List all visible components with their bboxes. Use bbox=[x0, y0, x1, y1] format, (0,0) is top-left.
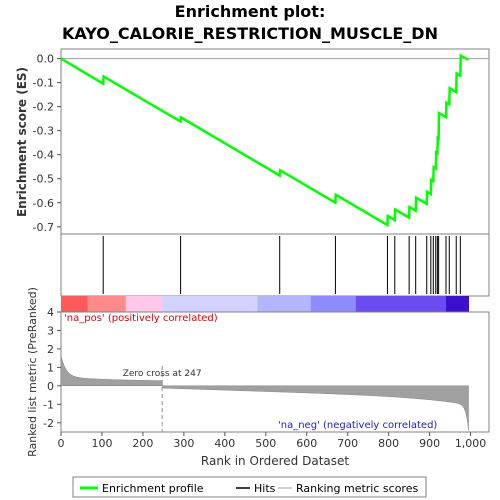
chart-title-line2: KAYO_CALORIE_RESTRICTION_MUSCLE_DN bbox=[62, 24, 438, 43]
x-tick-label: 900 bbox=[419, 437, 440, 450]
x-tick-label: 300 bbox=[173, 437, 194, 450]
legend-hits-label: Hits bbox=[254, 482, 276, 495]
ranking-ylabel: Ranked list metric (PreRanked) bbox=[26, 287, 39, 457]
ranking-panel-frame bbox=[60, 311, 490, 433]
neg-label: 'na_neg' (negatively correlated) bbox=[278, 420, 437, 431]
ranking-ytick-label: -2 bbox=[43, 417, 54, 430]
x-tick-label: 600 bbox=[296, 437, 317, 450]
hits-marks bbox=[102, 236, 461, 294]
x-tick-label: 1,000 bbox=[455, 437, 487, 450]
es-ytick-label: -0.1 bbox=[33, 77, 54, 90]
es-ytick-label: -0.4 bbox=[33, 149, 54, 162]
ranking-ytick-label: 4 bbox=[47, 306, 54, 319]
x-axis: 0 100 200 300 400 500 600 700 800 900 1,000 bbox=[58, 432, 487, 450]
ranking-ytick-label: 1 bbox=[47, 361, 54, 374]
es-panel-frame bbox=[60, 48, 490, 235]
es-ytick-label: -0.7 bbox=[33, 221, 54, 234]
legend-ranking-label: Ranking metric scores bbox=[296, 482, 418, 495]
color-bar-segment bbox=[125, 296, 163, 312]
x-tick-label: 700 bbox=[337, 437, 358, 450]
ranking-ytick-label: 0 bbox=[47, 380, 54, 393]
es-ytick-label: -0.3 bbox=[33, 125, 54, 138]
color-bar-segment bbox=[257, 296, 312, 312]
x-tick-label: 800 bbox=[378, 437, 399, 450]
ranking-ytick-label: -1 bbox=[43, 398, 54, 411]
legend-enrichment-label: Enrichment profile bbox=[102, 482, 204, 495]
legend-box bbox=[72, 476, 427, 498]
pos-label: 'na_pos' (positively correlated) bbox=[64, 313, 218, 324]
x-axis-label: Rank in Ordered Dataset bbox=[201, 454, 349, 468]
ranking-y-axis: 4 3 2 1 0 -1 -2 bbox=[43, 306, 61, 430]
color-bar-segment bbox=[445, 296, 470, 312]
x-tick-label: 500 bbox=[255, 437, 276, 450]
es-ytick-label: -0.2 bbox=[33, 101, 54, 114]
es-ytick-label: 0.0 bbox=[37, 53, 55, 66]
es-ytick-label: -0.6 bbox=[33, 197, 54, 210]
es-ylabel: Enrichment score (ES) bbox=[15, 67, 29, 217]
chart-title-line1: Enrichment plot: bbox=[175, 2, 326, 21]
x-tick-label: 200 bbox=[132, 437, 153, 450]
color-bar-segment bbox=[310, 296, 357, 312]
x-tick-label: 400 bbox=[214, 437, 235, 450]
enrichment-profile-line bbox=[60, 53, 470, 228]
color-bar-segment bbox=[87, 296, 127, 312]
color-bar-segment bbox=[162, 296, 259, 312]
hits-panel-frame bbox=[60, 233, 490, 297]
es-ytick-label: -0.5 bbox=[33, 173, 54, 186]
es-y-axis: 0.0 -0.1 -0.2 -0.3 -0.4 -0.5 -0.6 -0.7 bbox=[33, 53, 61, 234]
color-bar-segment bbox=[61, 296, 89, 312]
ranking-color-bar bbox=[61, 296, 470, 312]
ranking-ytick-label: 2 bbox=[47, 343, 54, 356]
ranking-metric-area bbox=[60, 355, 469, 431]
color-bar-segment bbox=[355, 296, 447, 312]
ranking-ytick-label: 3 bbox=[47, 324, 54, 337]
x-tick-label: 100 bbox=[91, 437, 112, 450]
x-tick-label: 0 bbox=[58, 437, 65, 450]
zero-cross-label: Zero cross at 247 bbox=[123, 369, 202, 379]
